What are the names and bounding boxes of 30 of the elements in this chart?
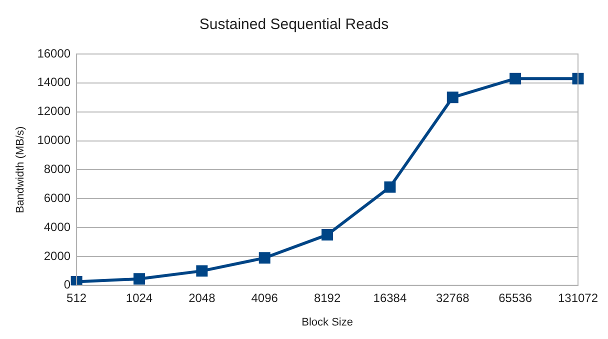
point — [384, 181, 396, 193]
point — [510, 72, 522, 84]
y-tick-label: 12000 — [37, 104, 71, 118]
y-axis-title: Bandwidth (MB/s) — [14, 126, 27, 214]
y-tick-label: 6000 — [44, 190, 71, 205]
y-tick-label: 16000 — [37, 46, 71, 60]
x-tick-label: 32768 — [436, 290, 470, 305]
x-axis-title: Block Size — [302, 316, 353, 328]
point — [258, 252, 270, 264]
y-tick-label: 8000 — [44, 162, 71, 176]
x-tick-label: 131072 — [558, 290, 598, 305]
point — [70, 276, 82, 286]
point — [572, 72, 584, 84]
x-tick-label: 2048 — [188, 290, 216, 305]
x-tick-label: 512 — [66, 290, 87, 305]
point — [134, 273, 145, 285]
chart-title: Sustained Sequential Reads — [199, 16, 389, 34]
point — [196, 265, 208, 277]
point — [446, 92, 458, 104]
x-tick-label: 65536 — [498, 290, 532, 305]
y-tick-label: 4000 — [44, 220, 71, 234]
y-tick-label: 10000 — [37, 133, 71, 148]
x-tick-label: 8192 — [314, 290, 341, 305]
x-tick-label: 1024 — [126, 290, 153, 305]
y-tick-label: 14000 — [37, 75, 71, 90]
y-tick-label: 0 — [64, 278, 71, 292]
y-tick-label: 2000 — [44, 248, 71, 263]
x-tick-label: 16384 — [373, 290, 407, 305]
x-tick-label: 4096 — [251, 290, 278, 305]
point — [322, 229, 334, 241]
